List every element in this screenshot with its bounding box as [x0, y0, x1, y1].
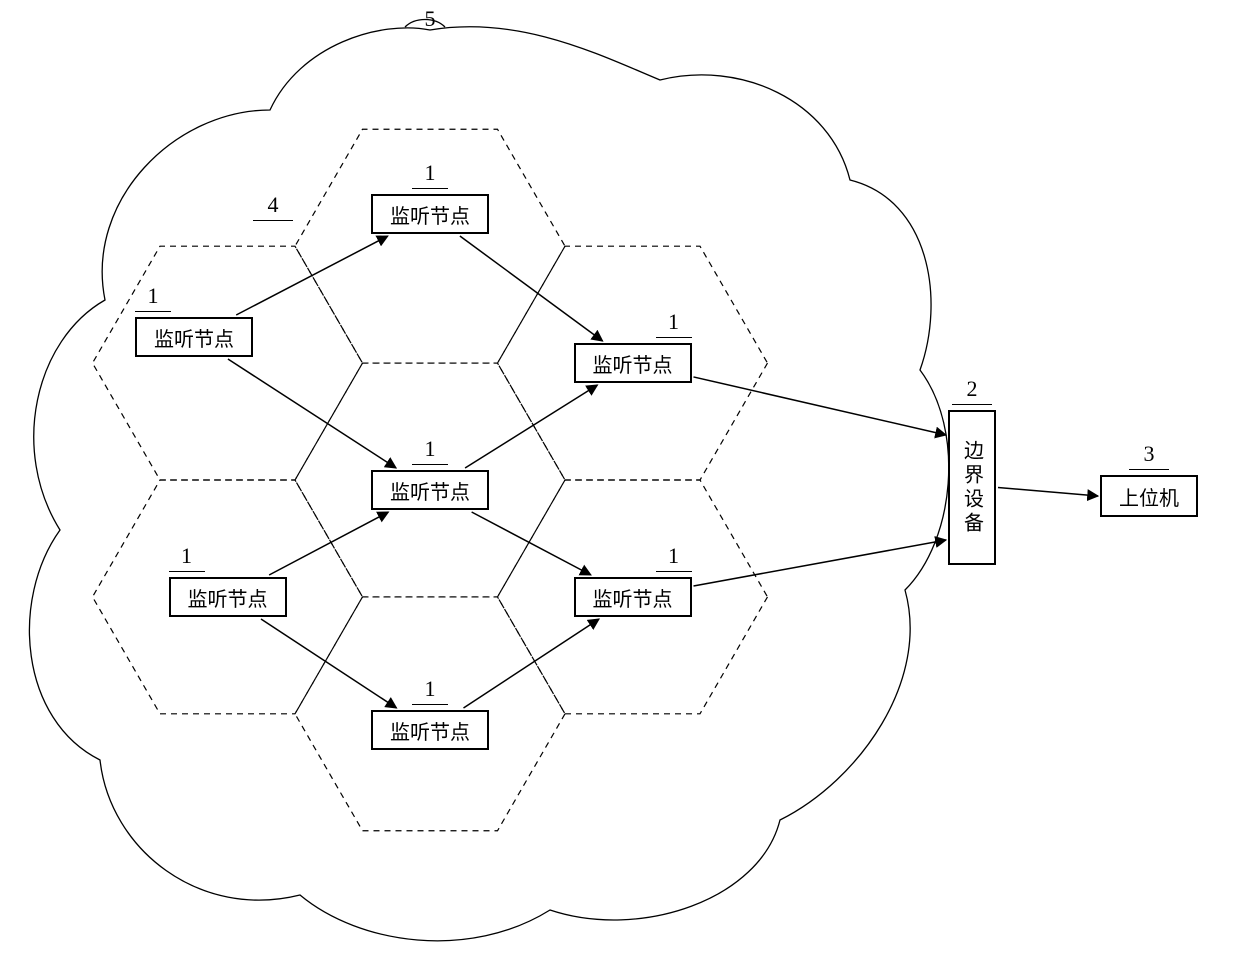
monitor-node: 监听节点	[574, 577, 692, 617]
monitor-node-label: 监听节点	[593, 583, 673, 612]
host-computer: 上位机	[1100, 475, 1198, 517]
edge-device-number: 2	[967, 376, 978, 402]
host-computer-label: 上位机	[1119, 482, 1179, 511]
node-number: 1	[181, 543, 192, 569]
node-number: 1	[148, 283, 159, 309]
monitor-node: 监听节点	[169, 577, 287, 617]
node-number: 1	[425, 676, 436, 702]
edge-device: 边界设备	[948, 410, 996, 565]
node-number: 1	[425, 436, 436, 462]
monitor-node-label: 监听节点	[154, 323, 234, 352]
monitor-node: 监听节点	[574, 343, 692, 383]
monitor-node-label: 监听节点	[593, 349, 673, 378]
node-number: 1	[668, 309, 679, 335]
edge-device-label: 边界设备	[958, 440, 987, 536]
monitor-node-label: 监听节点	[390, 476, 470, 505]
monitor-node-label: 监听节点	[390, 200, 470, 229]
monitor-node-label: 监听节点	[390, 716, 470, 745]
monitor-node: 监听节点	[371, 470, 489, 510]
diagram-svg	[0, 0, 1240, 960]
monitor-node: 监听节点	[371, 194, 489, 234]
cloud-number: 5	[425, 6, 436, 32]
host-computer-number: 3	[1144, 441, 1155, 467]
node-number: 1	[425, 160, 436, 186]
monitor-node: 监听节点	[371, 710, 489, 750]
node-number: 1	[668, 543, 679, 569]
diagram-canvas: 监听节点 1 监听节点 1 监听节点 1 监听节点 1 监听节点 1 监听节点 1 监听节点 1 边界设备 2…	[0, 0, 1240, 960]
monitor-node: 监听节点	[135, 317, 253, 357]
region-number: 4	[268, 192, 279, 218]
cloud-outline	[29, 20, 948, 941]
monitor-node-label: 监听节点	[188, 583, 268, 612]
